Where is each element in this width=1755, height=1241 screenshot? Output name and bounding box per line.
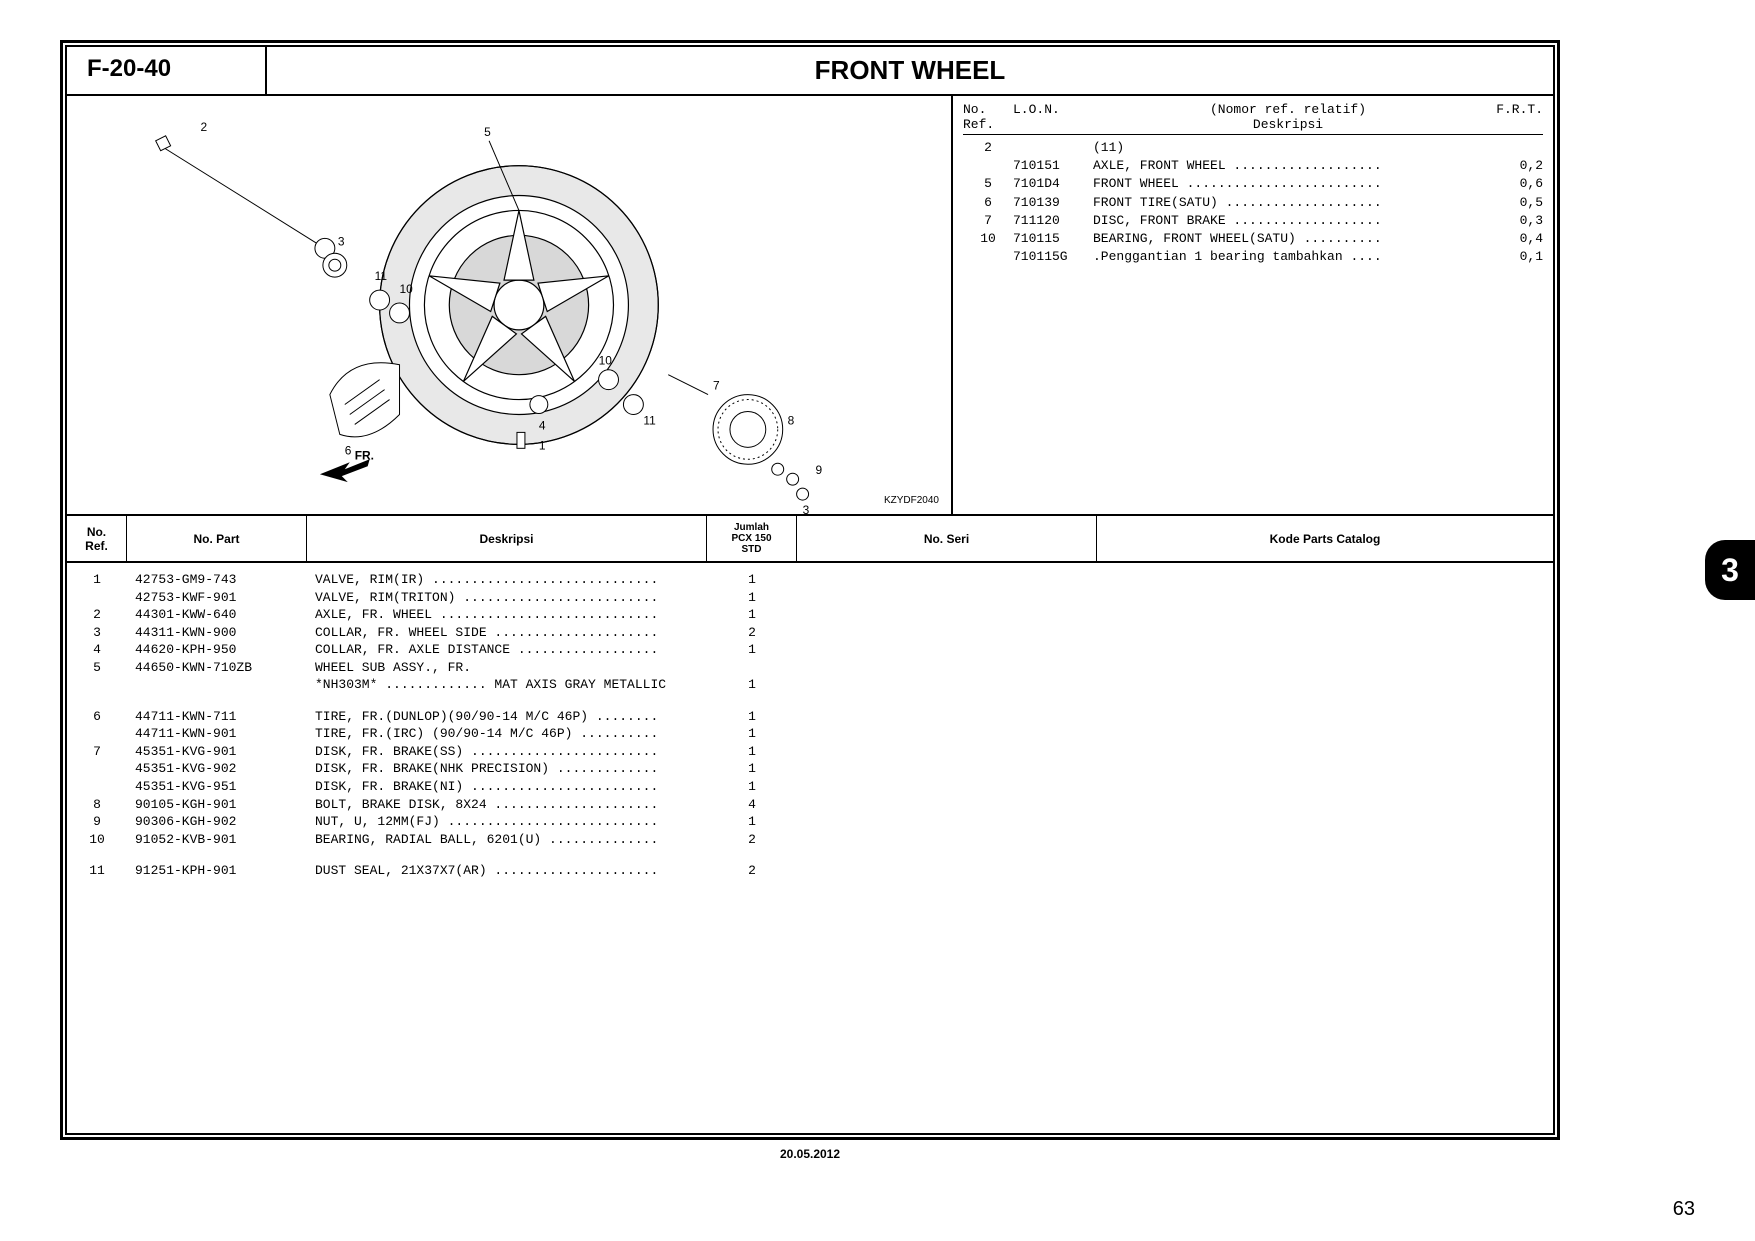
table-row: *NH303M* ............. MAT AXIS GRAY MET… [67, 676, 1553, 694]
svg-text:4: 4 [539, 418, 546, 432]
table-row: 1191251-KPH-901DUST SEAL, 21X37X7(AR) ..… [67, 862, 1553, 880]
parts-catalog-page: F-20-40 FRONT WHEEL [0, 0, 1755, 1241]
table-row: 142753-GM9-743VALVE, RIM(IR) ...........… [67, 571, 1553, 589]
svg-text:FR.: FR. [355, 448, 374, 462]
ref-header: No.Ref. L.O.N. (Nomor ref. relatif) Desk… [963, 102, 1543, 135]
svg-text:6: 6 [345, 443, 352, 457]
section-title: FRONT WHEEL [267, 47, 1553, 94]
parts-table-body: 142753-GM9-743VALVE, RIM(IR) ...........… [67, 563, 1553, 1133]
ref-panel: No.Ref. L.O.N. (Nomor ref. relatif) Desk… [953, 96, 1553, 514]
ref-header-desc: (Nomor ref. relatif) Deskripsi [1083, 102, 1493, 132]
inner-frame: F-20-40 FRONT WHEEL [65, 45, 1555, 1135]
table-row: 344311-KWN-900COLLAR, FR. WHEEL SIDE ...… [67, 624, 1553, 642]
exploded-diagram: 2 3 11 10 5 4 [67, 96, 951, 514]
section-tab: 3 [1705, 540, 1755, 600]
ref-header-noref: No.Ref. [963, 102, 1013, 132]
page-number: 63 [1673, 1198, 1695, 1221]
table-row: 644711-KWN-711TIRE, FR.(DUNLOP)(90/90-14… [67, 708, 1553, 726]
th-desc: Deskripsi [307, 516, 707, 561]
table-row: 44711-KWN-901TIRE, FR.(IRC) (90/90-14 M/… [67, 725, 1553, 743]
table-row: 745351-KVG-901DISK, FR. BRAKE(SS) ......… [67, 743, 1553, 761]
table-row: 990306-KGH-902NUT, U, 12MM(FJ) .........… [67, 813, 1553, 831]
table-row: 45351-KVG-951DISK, FR. BRAKE(NI) .......… [67, 778, 1553, 796]
svg-text:1: 1 [539, 438, 546, 452]
th-ref: No.Ref. [67, 516, 127, 561]
ref-row: 710115G.Penggantian 1 bearing tambahkan … [963, 248, 1543, 266]
svg-text:11: 11 [643, 413, 656, 427]
table-row: 42753-KWF-901VALVE, RIM(TRITON) ........… [67, 589, 1553, 607]
ref-rows: 2(11)710151AXLE, FRONT WHEEL ...........… [963, 139, 1543, 266]
svg-text:7: 7 [713, 379, 720, 393]
table-row: 45351-KVG-902DISK, FR. BRAKE(NHK PRECISI… [67, 760, 1553, 778]
top-area: 2 3 11 10 5 4 [67, 96, 1553, 516]
outer-frame: F-20-40 FRONT WHEEL [60, 40, 1560, 1140]
svg-text:11: 11 [375, 269, 388, 283]
th-part: No. Part [127, 516, 307, 561]
table-row: 444620-KPH-950COLLAR, FR. AXLE DISTANCE … [67, 641, 1553, 659]
ref-row: 7711120DISC, FRONT BRAKE ...............… [963, 212, 1543, 230]
ref-header-frt: F.R.T. [1493, 102, 1543, 132]
table-row: 1091052-KVB-901BEARING, RADIAL BALL, 620… [67, 831, 1553, 849]
ref-header-lon: L.O.N. [1013, 102, 1083, 132]
table-row: 244301-KWW-640AXLE, FR. WHEEL ..........… [67, 606, 1553, 624]
header-row: F-20-40 FRONT WHEEL [67, 47, 1553, 96]
th-qty: JumlahPCX 150STD [707, 516, 797, 561]
svg-text:5: 5 [484, 125, 491, 139]
parts-table-header: No.Ref. No. Part Deskripsi JumlahPCX 150… [67, 516, 1553, 563]
svg-text:8: 8 [788, 413, 795, 427]
footer-date: 20.05.2012 [780, 1147, 840, 1161]
th-seri: No. Seri [797, 516, 1097, 561]
diagram-code: KZYDF2040 [884, 495, 939, 506]
svg-text:9: 9 [816, 463, 823, 477]
ref-row: 6710139FRONT TIRE(SATU) ................… [963, 194, 1543, 212]
svg-text:3: 3 [338, 234, 345, 248]
table-row: 544650-KWN-710ZBWHEEL SUB ASSY., FR. [67, 659, 1553, 677]
section-code: F-20-40 [67, 47, 267, 94]
svg-text:10: 10 [599, 354, 613, 368]
svg-text:2: 2 [200, 120, 207, 134]
table-row: 890105-KGH-901BOLT, BRAKE DISK, 8X24 ...… [67, 796, 1553, 814]
ref-row: 2(11) [963, 139, 1543, 157]
ref-row: 10710115BEARING, FRONT WHEEL(SATU) .....… [963, 230, 1543, 248]
svg-text:10: 10 [400, 282, 414, 296]
ref-row: 57101D4FRONT WHEEL .....................… [963, 175, 1543, 193]
th-kode: Kode Parts Catalog [1097, 516, 1553, 561]
svg-text:3: 3 [803, 503, 810, 514]
ref-row: 710151AXLE, FRONT WHEEL ................… [963, 157, 1543, 175]
diagram-panel: 2 3 11 10 5 4 [67, 96, 953, 514]
